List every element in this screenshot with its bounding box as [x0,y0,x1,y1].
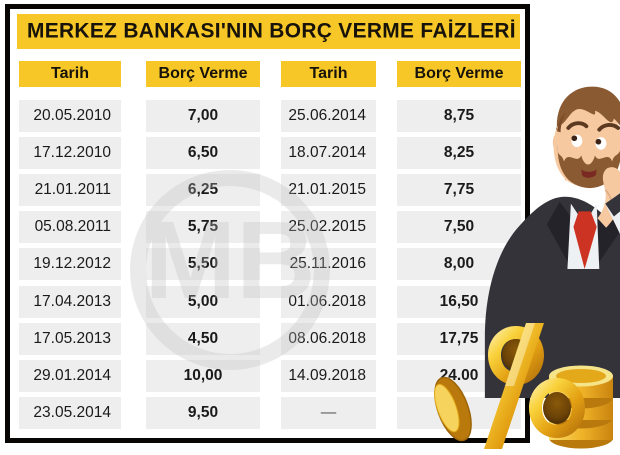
svg-text:MB: MB [144,199,315,322]
